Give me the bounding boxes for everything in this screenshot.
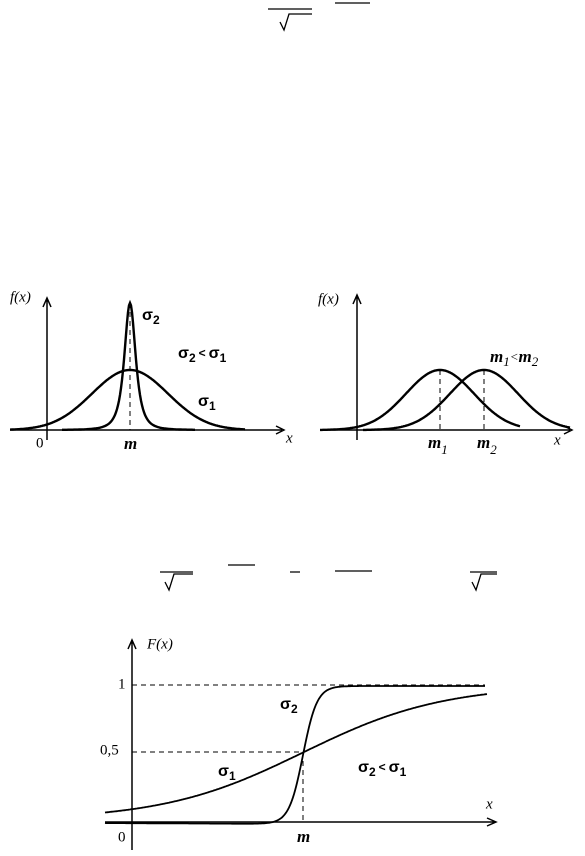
origin: 0 — [36, 435, 44, 451]
steep-curve — [104, 685, 485, 825]
gentle-curve — [104, 693, 488, 814]
axes — [320, 293, 574, 440]
second-curve — [363, 368, 571, 432]
y-label: F(x) — [146, 636, 173, 652]
x-label: x — [553, 432, 561, 448]
center-label: m1 — [428, 433, 448, 457]
axes — [105, 638, 498, 850]
y-label: f(x) — [318, 291, 339, 307]
distribution-plot: F(x) 1 0,5 σ2 σ1 σ2 < σ1 x 0 m — [100, 636, 498, 850]
center-line — [439, 370, 485, 430]
relation: σ2 < σ1 — [358, 759, 407, 779]
level-label: 1 — [118, 676, 126, 692]
relation: σ2 < σ1 — [178, 345, 227, 365]
guide-lines — [132, 684, 485, 822]
y-label: f(x) — [10, 289, 31, 305]
x-label: x — [285, 430, 293, 446]
curve-label: σ1 — [198, 393, 216, 413]
axes — [10, 296, 286, 440]
curve-label: σ2 — [280, 696, 298, 716]
center-label: m2 — [477, 433, 497, 457]
formula-fragment — [160, 2, 497, 592]
center-label: m — [297, 827, 310, 846]
x-label: x — [485, 796, 493, 812]
first-curve — [320, 368, 521, 432]
wide-curve — [10, 368, 246, 431]
left-plot: f(x) σ2 σ2 < σ1 σ1 0 m x — [10, 289, 293, 453]
right-plot: f(x) m1<m2 m1 m2 x — [318, 291, 574, 457]
origin: 0 — [118, 829, 126, 845]
center-label: m — [124, 434, 137, 453]
curve-label: σ2 — [142, 307, 160, 327]
curve-label: σ1 — [218, 763, 236, 783]
level-label: 0,5 — [100, 742, 119, 758]
relation: m1<m2 — [490, 347, 539, 369]
narrow-curve — [62, 299, 195, 431]
